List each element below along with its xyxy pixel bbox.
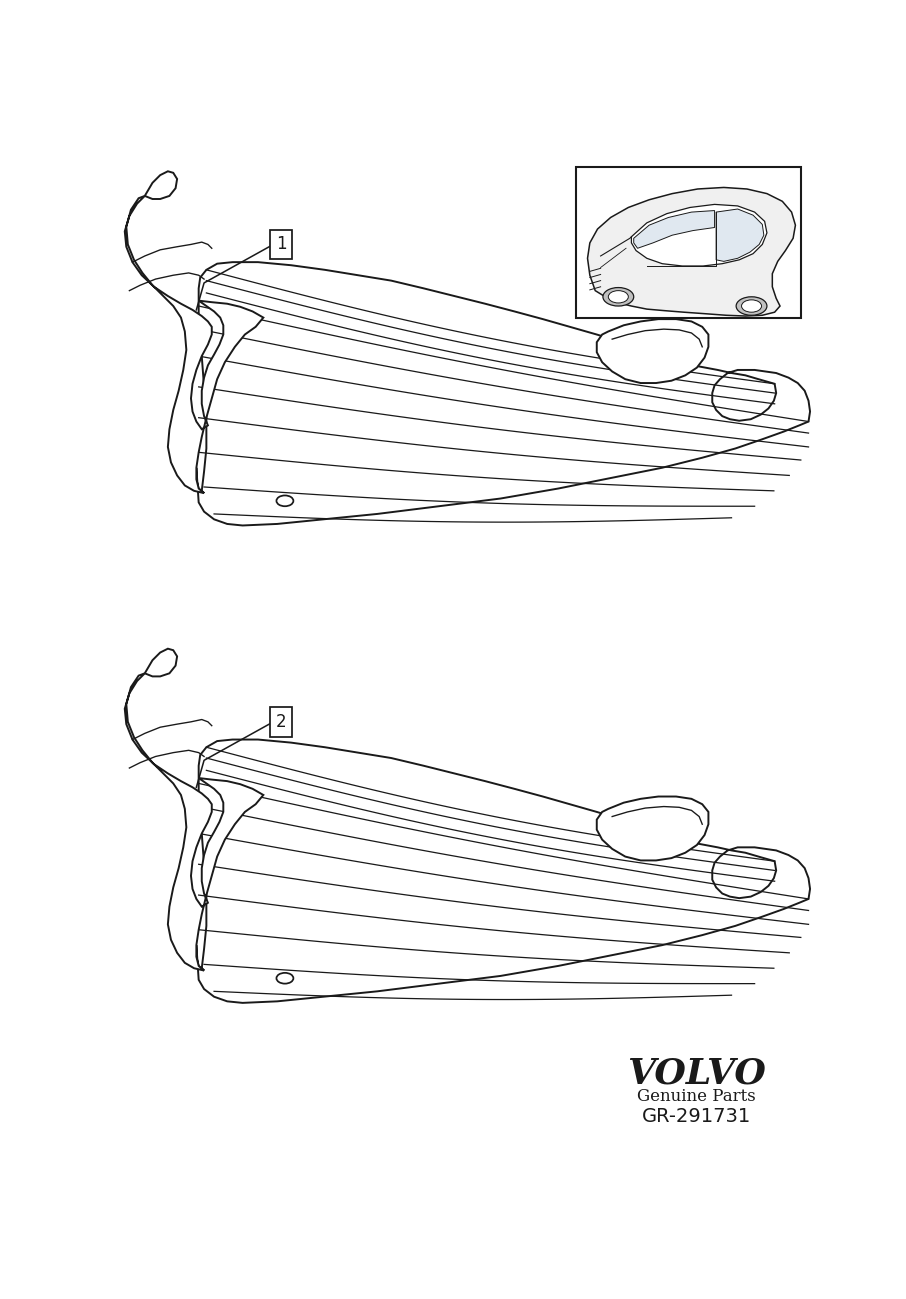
Bar (576, 168, 801, 317)
Polygon shape (597, 320, 708, 383)
Polygon shape (597, 796, 708, 860)
Text: 2: 2 (275, 713, 286, 731)
Text: 1: 1 (275, 235, 286, 253)
Polygon shape (125, 673, 264, 970)
Ellipse shape (741, 300, 762, 312)
Text: VOLVO: VOLVO (628, 1056, 766, 1091)
Polygon shape (145, 648, 177, 677)
Polygon shape (631, 204, 767, 266)
Polygon shape (197, 739, 810, 1003)
Polygon shape (716, 209, 764, 261)
Polygon shape (197, 262, 810, 526)
Text: GR-291731: GR-291731 (642, 1107, 751, 1126)
Ellipse shape (602, 287, 633, 307)
Polygon shape (587, 187, 795, 316)
Ellipse shape (737, 296, 767, 316)
Ellipse shape (608, 291, 629, 303)
Text: Genuine Parts: Genuine Parts (638, 1089, 757, 1105)
Polygon shape (125, 196, 264, 494)
Polygon shape (145, 171, 177, 199)
Polygon shape (633, 210, 715, 248)
